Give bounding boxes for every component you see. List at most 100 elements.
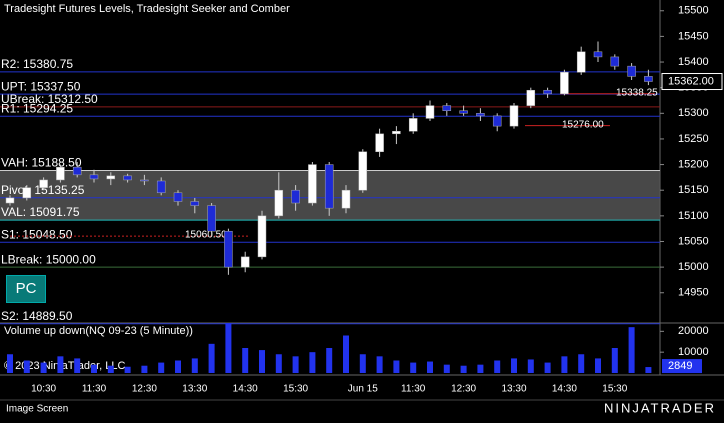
- volume-bar: [544, 362, 551, 373]
- volume-bar: [275, 354, 282, 373]
- candle-body: [207, 205, 216, 232]
- volume-bar: [225, 323, 232, 373]
- candle-body: [22, 187, 32, 199]
- candle-body: [425, 105, 435, 119]
- candle-body: [492, 115, 502, 127]
- level-label: R1: 15294.25: [1, 101, 73, 115]
- candle-body: [39, 179, 48, 188]
- y-tick-label: 15500: [678, 5, 709, 17]
- level-label: UPT: 15337.50: [1, 79, 81, 93]
- candle-body: [123, 175, 132, 181]
- volume-bar: [494, 360, 501, 373]
- volume-bar: [40, 362, 47, 373]
- volume-bar: [578, 354, 585, 373]
- x-tick-label: 12:30: [451, 384, 476, 395]
- candle-body: [610, 56, 620, 67]
- candle-body: [308, 164, 317, 204]
- volume-bar: [410, 362, 417, 373]
- volume-bar: [208, 343, 215, 373]
- candle-body: [106, 175, 116, 180]
- x-tick-label: 12:30: [132, 384, 157, 395]
- volume-title: Volume up down(NQ 09-23 (5 Minute)): [4, 325, 193, 337]
- y-tick-label: 15200: [678, 158, 709, 170]
- volume-bar: [23, 360, 30, 373]
- level-label: VAL: 15091.75: [1, 205, 80, 219]
- y-tick-label: 15050: [678, 235, 709, 247]
- y-tick-label: 15250: [678, 133, 709, 145]
- candle-body: [543, 89, 552, 95]
- candle-body: [5, 197, 15, 204]
- x-tick-label: 13:30: [182, 384, 207, 395]
- candle-body: [72, 166, 82, 176]
- y-tick-label: 15300: [678, 107, 709, 119]
- volume-tick-label: 10000: [678, 346, 709, 358]
- volume-bar: [527, 359, 534, 373]
- x-tick-label: 13:30: [501, 384, 526, 395]
- volume-bar: [191, 358, 198, 373]
- candle-body: [408, 118, 418, 132]
- candle-body: [224, 230, 233, 268]
- candle-body: [291, 189, 300, 204]
- volume-last-tag: [662, 359, 702, 374]
- volume-bar: [158, 362, 165, 373]
- volume-bar: [511, 358, 517, 373]
- x-tick-label: 15:30: [283, 384, 308, 395]
- volume-bar: [477, 364, 484, 373]
- volume-bar: [91, 364, 97, 373]
- volume-bar: [595, 358, 601, 373]
- volume-bar: [242, 348, 249, 373]
- candle-body: [190, 201, 200, 206]
- volume-bar: [343, 335, 349, 373]
- x-tick-label: 11:30: [401, 384, 426, 395]
- copyright: © 2023 NinjaTrader, LLC: [4, 360, 125, 372]
- volume-bar: [359, 354, 366, 373]
- candle-body: [324, 164, 334, 209]
- level-label: UBreak: 15312.50: [1, 92, 98, 106]
- volume-bar: [611, 348, 618, 373]
- volume-bar: [376, 356, 383, 373]
- x-tick-label: 15:30: [602, 384, 627, 395]
- volume-bar: [7, 354, 13, 373]
- candle-body: [576, 51, 586, 73]
- logo: NINJATRADER: [604, 400, 716, 415]
- volume-bar: [309, 352, 316, 373]
- candle-body: [476, 113, 485, 117]
- y-tick-label: 14950: [678, 287, 709, 299]
- candle-body: [392, 131, 401, 135]
- candle-body: [89, 174, 99, 180]
- candle-body: [358, 151, 368, 191]
- last-price-label: 15362.00: [668, 75, 714, 87]
- candle-body: [375, 133, 384, 153]
- volume-bar: [124, 366, 131, 373]
- annotation-label: 15338.25: [616, 87, 658, 98]
- pc-button[interactable]: PC: [6, 275, 46, 303]
- volume-bar: [326, 348, 333, 373]
- candle-body: [593, 51, 603, 58]
- candle-body: [156, 180, 166, 194]
- candle-body: [140, 179, 149, 182]
- candle-body: [173, 192, 183, 202]
- candle-body: [56, 166, 65, 181]
- x-tick-label: 10:30: [31, 384, 56, 395]
- volume-bar: [175, 360, 181, 373]
- volume-bar: [443, 364, 450, 373]
- volume-bar: [74, 358, 81, 373]
- volume-bar: [645, 367, 652, 373]
- y-tick-label: 15450: [678, 30, 709, 42]
- volume-tick-label: 20000: [678, 325, 709, 337]
- last-price-tag: [661, 73, 723, 91]
- candle-body: [509, 105, 519, 127]
- x-tick-label: Jun 15: [348, 384, 378, 395]
- candle-body: [644, 76, 653, 82]
- y-tick-label: 15400: [678, 56, 709, 68]
- x-tick-label: 11:30: [82, 384, 107, 395]
- annotation-label: 15060.50: [185, 230, 227, 241]
- candle-body: [627, 65, 636, 77]
- y-tick-label: 15150: [678, 184, 709, 196]
- candle-body: [442, 105, 452, 111]
- annotation-label: 15276.00: [562, 119, 604, 130]
- volume-bar: [628, 327, 635, 373]
- volume-bar: [393, 360, 400, 373]
- level-label: VAH: 15188.50: [1, 156, 82, 170]
